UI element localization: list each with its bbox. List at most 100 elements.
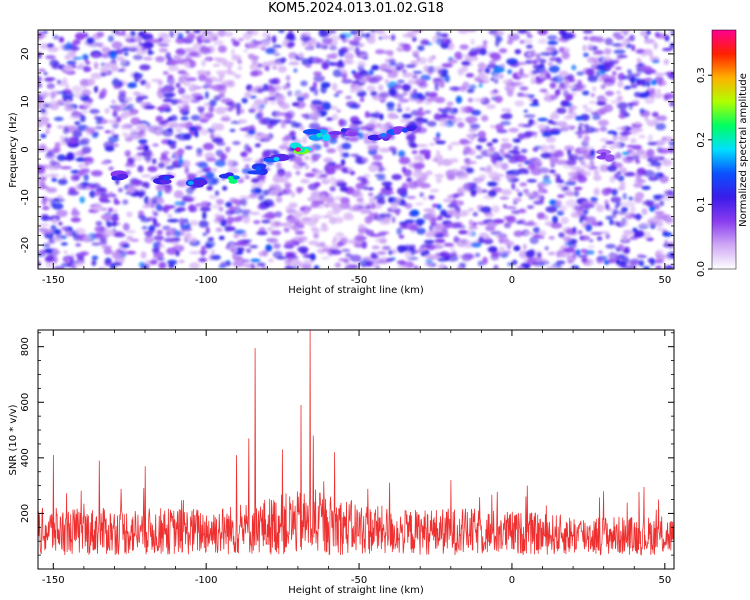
heatmap-cell [226,70,233,76]
heatmap-cell [582,30,593,34]
heatmap-cell [447,194,454,199]
heatmap-cell [605,203,610,210]
heatmap-cell [155,56,166,63]
heatmap-cell [418,81,428,89]
heatmap-cell [501,189,512,196]
heatmap-cell [249,245,258,249]
heatmap-cell [64,105,75,112]
heatmap-cell [38,164,45,172]
heatmap-cell [297,224,305,229]
heatmap-cell [396,46,405,52]
heatmap-cell [474,47,486,55]
heatmap-cell [638,259,645,267]
heatmap-cell [169,228,174,236]
heatmap-cell [67,190,80,196]
heatmap-cell [465,116,478,123]
heatmap-cell [507,33,520,41]
heatmap-cell [163,158,173,162]
heatmap-cell [539,144,549,153]
heatmap-cell [378,91,390,98]
heatmap-cell [215,106,226,115]
heatmap-cell [84,160,89,168]
heatmap-cell [144,231,153,237]
heatmap-cell [369,118,377,124]
heatmap-cell [111,41,123,50]
heatmap-cell [577,79,583,86]
heatmap-cell [488,146,496,152]
heatmap-cell [398,234,405,239]
heatmap-cell [228,244,236,251]
heatmap-cell [157,257,165,261]
heatmap-cell [352,204,362,212]
snr-ytick-label: 600 [20,393,31,412]
heatmap-cell [596,256,604,264]
heatmap-cell [557,194,565,199]
heatmap-cell [436,150,441,156]
heatmap-cell [282,84,288,90]
heatmap-cell [70,210,81,217]
heatmap-cell [249,211,261,216]
heatmap-cell [437,158,443,167]
heatmap-cell [582,44,587,52]
heatmap-cell [653,194,662,201]
heatmap-cell [188,204,196,213]
heatmap-cell [137,210,145,217]
heatmap-cell [77,163,85,169]
heatmap-cell [188,126,198,132]
heatmap-cell [121,132,129,136]
heatmap-cell [415,111,426,117]
heatmap-cell [446,101,454,107]
heatmap-cell [195,203,202,207]
heatmap-cell [439,121,449,127]
heatmap-cell [646,120,657,127]
heatmap-cell [376,251,387,255]
heatmap-cell [293,226,299,232]
heatmap-cell [477,62,486,70]
heatmap-cell [537,117,549,122]
heatmap-cell [79,114,86,123]
heatmap-cell [262,83,269,92]
heatmap-cell [641,185,651,190]
heatmap-cell [511,259,518,265]
heatmap-cell [358,230,365,236]
heatmap-cell [581,257,588,263]
heatmap-cell [595,70,601,78]
heatmap-cell [43,30,48,35]
heatmap-cell [195,30,200,34]
heatmap-cell [80,168,91,174]
heatmap-cell [385,69,393,73]
heatmap-cell [557,210,565,216]
heatmap-cell [636,149,646,156]
heatmap-cell [121,47,130,52]
heatmap-cell [147,165,158,173]
heatmap-cell [58,221,63,226]
heatmap-cell [159,120,167,125]
heatmap-cell [46,43,55,48]
heatmap-cell [335,232,345,237]
heatmap-cell [449,245,456,251]
heatmap-cell [175,127,182,133]
heatmap-cell [124,136,133,142]
heatmap-cell [140,251,147,259]
heatmap-cell [296,187,303,193]
heatmap-cell [298,52,304,58]
heatmap-cell [311,99,323,106]
heatmap-cell [468,51,478,57]
heatmap-cell [38,223,50,227]
heatmap-cell [622,229,635,236]
heatmap-cell [386,101,395,109]
heatmap-cell [44,174,51,178]
heatmap-cell [318,205,324,209]
heatmap-cell [384,50,394,55]
heatmap-cell [598,250,603,254]
heatmap-cell [429,224,434,232]
spectrogram-ytick-label: 10 [20,95,31,108]
heatmap-cell [419,192,424,198]
heatmap-cell [46,187,58,194]
heatmap-cell [486,236,491,241]
heatmap-cell [247,53,255,58]
heatmap-cell [340,159,346,166]
heatmap-cell [610,196,622,203]
spectrogram-ytick-label: -10 [20,189,31,205]
heatmap-cell [272,44,283,48]
